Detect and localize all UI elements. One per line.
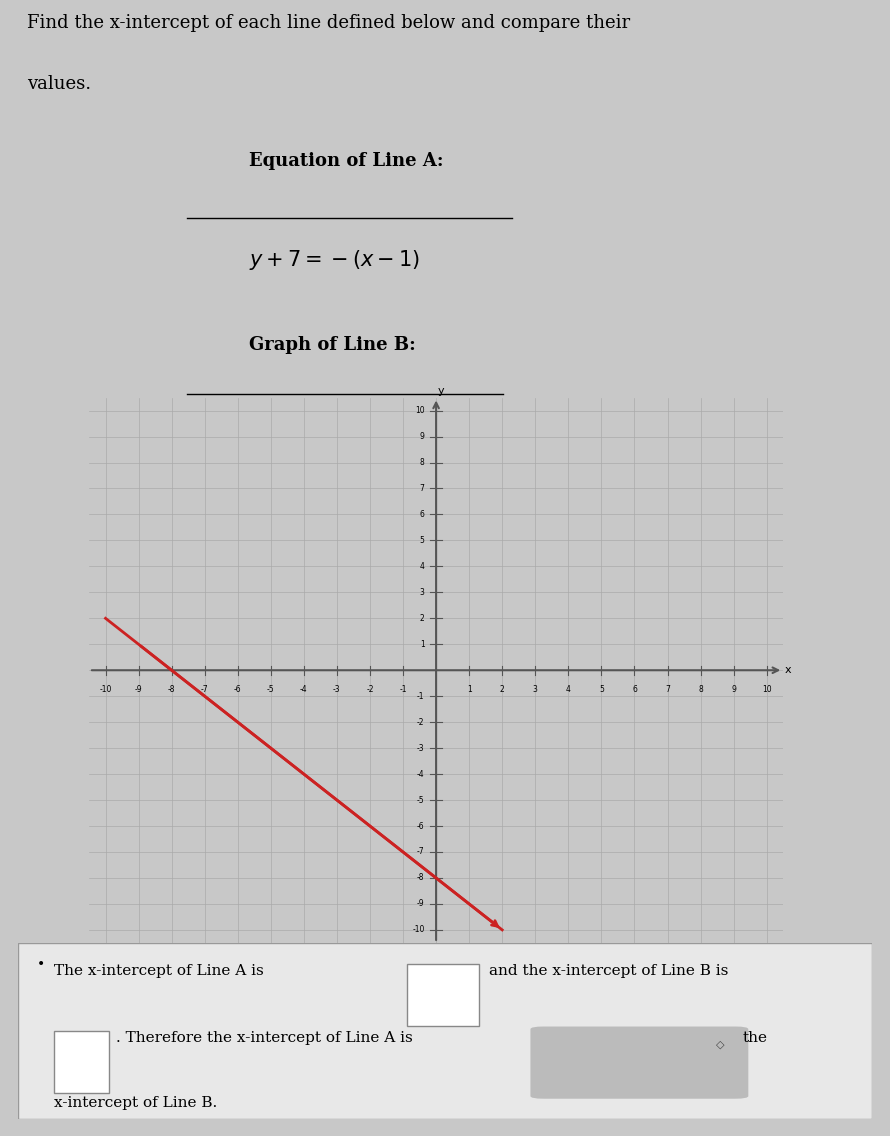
Text: -4: -4 (300, 685, 308, 693)
Text: 2: 2 (500, 685, 505, 693)
Text: -8: -8 (417, 874, 425, 883)
Text: -2: -2 (367, 685, 374, 693)
Text: 3: 3 (420, 587, 425, 596)
Text: -6: -6 (234, 685, 241, 693)
Text: Equation of Line A:: Equation of Line A: (249, 152, 444, 169)
Text: 8: 8 (420, 458, 425, 467)
FancyBboxPatch shape (53, 1031, 109, 1093)
Text: x-intercept of Line B.: x-intercept of Line B. (53, 1096, 217, 1110)
FancyBboxPatch shape (18, 943, 872, 1119)
Text: ◇: ◇ (716, 1039, 724, 1050)
Text: -9: -9 (134, 685, 142, 693)
Text: -2: -2 (417, 718, 425, 727)
Text: y: y (438, 386, 444, 396)
Text: -7: -7 (201, 685, 208, 693)
Text: 3: 3 (533, 685, 538, 693)
Text: 4: 4 (566, 685, 570, 693)
Text: -3: -3 (417, 744, 425, 753)
Text: 1: 1 (466, 685, 472, 693)
Text: 7: 7 (665, 685, 670, 693)
Text: -10: -10 (412, 926, 425, 935)
Text: 10: 10 (415, 406, 425, 415)
Text: 5: 5 (599, 685, 603, 693)
Text: -1: -1 (400, 685, 407, 693)
Text: 5: 5 (420, 536, 425, 545)
Text: 8: 8 (698, 685, 703, 693)
Text: 4: 4 (420, 562, 425, 571)
Text: Graph of Line B:: Graph of Line B: (249, 335, 416, 353)
Text: -1: -1 (417, 692, 425, 701)
Text: -6: -6 (417, 821, 425, 830)
Text: 2: 2 (420, 613, 425, 623)
Text: -5: -5 (267, 685, 275, 693)
Text: values.: values. (27, 75, 91, 93)
Text: 9: 9 (420, 432, 425, 441)
Text: 1: 1 (420, 640, 425, 649)
Text: -10: -10 (100, 685, 112, 693)
Text: -9: -9 (417, 900, 425, 909)
Text: -7: -7 (417, 847, 425, 857)
Text: . Therefore the x-intercept of Line A is: . Therefore the x-intercept of Line A is (116, 1031, 413, 1045)
Text: $y + 7 = -(x - 1)$: $y + 7 = -(x - 1)$ (249, 248, 420, 272)
Text: 7: 7 (420, 484, 425, 493)
Text: -4: -4 (417, 769, 425, 778)
Text: 6: 6 (420, 510, 425, 519)
Text: Find the x-intercept of each line defined below and compare their: Find the x-intercept of each line define… (27, 14, 630, 32)
Text: 9: 9 (732, 685, 736, 693)
Text: x: x (785, 666, 791, 675)
Text: and the x-intercept of Line B is: and the x-intercept of Line B is (490, 964, 729, 978)
Text: 6: 6 (632, 685, 637, 693)
FancyBboxPatch shape (407, 964, 479, 1026)
Text: the: the (742, 1031, 767, 1045)
Text: -3: -3 (333, 685, 341, 693)
FancyBboxPatch shape (530, 1027, 748, 1099)
Text: The x-intercept of Line A is: The x-intercept of Line A is (53, 964, 263, 978)
Text: 10: 10 (762, 685, 772, 693)
Text: •: • (36, 957, 44, 971)
Text: -8: -8 (168, 685, 175, 693)
Text: -5: -5 (417, 795, 425, 804)
